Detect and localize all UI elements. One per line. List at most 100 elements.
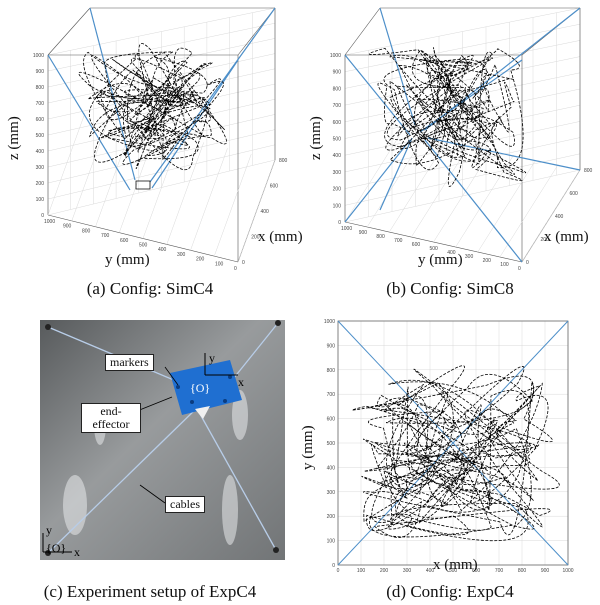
y-tick-label: 600: [120, 238, 129, 244]
marker-dot: [223, 399, 227, 403]
x-tick-label: 900: [541, 568, 550, 574]
panel-a-caption: (a) Config: SimC4: [86, 279, 214, 298]
y-tick-label: 300: [465, 254, 474, 260]
floor-grid-line: [344, 129, 404, 223]
z-tick-label: 0: [338, 220, 341, 226]
y-tick-label: 1000: [341, 226, 352, 232]
y-tick-label: 200: [327, 514, 336, 520]
y-tick-label: 100: [215, 261, 224, 267]
panel-b-zlabel: z (mm): [308, 116, 324, 160]
floor-grid-line: [411, 144, 470, 238]
cable-line: [379, 137, 413, 211]
panel-d-expc4: 0 0 100 100 200 200 300 300 400 400 500 500 600 600 70…: [300, 305, 600, 605]
y-tick-label: 300: [177, 252, 186, 258]
x-tick-label: 1000: [562, 568, 573, 574]
grid-line: [47, 114, 276, 168]
y-tick-label: 100: [500, 262, 509, 268]
z-tick-label: 600: [333, 120, 342, 126]
cable-line: [344, 54, 411, 136]
z-tick-label: 900: [36, 69, 45, 75]
panel-a-xlabel: x (mm): [258, 229, 303, 245]
end-effector-tip: [195, 406, 210, 419]
z-tick-label: 1000: [33, 53, 44, 59]
global-origin-label: {O}: [46, 541, 67, 555]
x-tick-label: 0: [242, 260, 245, 266]
grid-line: [47, 98, 276, 152]
y-tick-label: 500: [327, 441, 336, 447]
y-tick-label: 1000: [324, 319, 335, 325]
floor-grid-line: [237, 159, 276, 263]
cables-leader: [139, 484, 166, 504]
plot-frame: [337, 320, 569, 566]
x-tick-label: 600: [472, 568, 481, 574]
panel-d-ylabel: y (mm): [300, 425, 316, 470]
anchor-point: [275, 320, 281, 326]
y-tick-label: 300: [327, 490, 336, 496]
floor-grid-line: [214, 154, 252, 257]
floor-grid-line: [71, 118, 109, 221]
box-edge: [344, 7, 381, 56]
floor-grid-line: [190, 148, 228, 251]
local-y-label: y: [209, 351, 215, 365]
cable-line: [149, 7, 276, 183]
x-tick-label: 400: [426, 568, 435, 574]
x-tick-label: 800: [518, 568, 527, 574]
x-tick-label: 200: [251, 235, 260, 241]
panel-b-plot: 0100200300400500600700800900100010009008…: [330, 7, 593, 272]
x-tick-label: 200: [380, 568, 389, 574]
global-x-label: x: [74, 545, 80, 559]
x-tick-label: 100: [357, 568, 366, 574]
y-tick-label: 400: [158, 247, 167, 253]
panel-c-photo-image: [40, 320, 285, 560]
x-tick-label: 300: [403, 568, 412, 574]
panel-b-xlabel: x (mm): [544, 229, 589, 245]
z-tick-label: 100: [333, 203, 342, 209]
floor-grid-line: [499, 164, 559, 258]
floor-grid-line: [95, 124, 133, 227]
grid-line: [47, 129, 276, 184]
global-y-label: y: [46, 523, 52, 537]
z-tick-label: 700: [36, 101, 45, 107]
panel-b-caption: (b) Config: SimC8: [386, 279, 514, 298]
grid-line: [344, 104, 581, 156]
trajectory-path: [78, 43, 227, 171]
z-tick-label: 100: [36, 197, 45, 203]
floor-grid-line: [119, 130, 157, 233]
y-tick-label: 800: [82, 228, 91, 234]
marker-dot: [228, 375, 232, 379]
floor-grid-line: [477, 159, 536, 253]
cable-line: [419, 59, 523, 133]
markers-label: markers: [105, 354, 154, 371]
x-tick-label: 400: [261, 209, 270, 215]
floor-grid-line: [521, 169, 581, 263]
panel-c-photo: markers end- effector cables {O} y x {O}…: [0, 305, 300, 605]
z-tick-label: 600: [36, 117, 45, 123]
floor-grid-line: [142, 136, 181, 239]
cable-line: [47, 404, 201, 554]
cable-line: [427, 137, 581, 171]
y-tick-label: 200: [483, 258, 492, 264]
floor-grid-line: [455, 154, 514, 248]
y-tick-label: 1000: [44, 219, 55, 225]
z-tick-label: 800: [333, 86, 342, 92]
z-tick-label: 900: [333, 70, 342, 76]
panel-d-plot: 00 100 100 200 200 300 300 400 400 500 500 600 600 70…: [324, 319, 574, 574]
panel-a-ylabel: y (mm): [105, 252, 150, 268]
anchor-point: [273, 547, 279, 553]
x-tick-label: 800: [279, 158, 288, 164]
panel-b-ylabel: y (mm): [418, 252, 463, 268]
panel-d-caption: (d) Config: ExpC4: [386, 582, 514, 601]
panel-a-zlabel: z (mm): [6, 116, 22, 160]
floor-grid-line: [366, 134, 426, 228]
x-tick-label: 200: [541, 237, 550, 243]
cable-line: [337, 320, 569, 566]
panel-a-plot: 0100200300400500600700800900100010009008…: [33, 7, 288, 272]
y-tick-label: 200: [196, 257, 205, 263]
trajectory-path: [369, 47, 526, 187]
grid-line: [344, 137, 581, 189]
y-tick-label: 400: [447, 250, 456, 256]
panel-a-simc4: 0 100 200 300 400 500 600 700 800 900 1000 1000 900 8…: [0, 0, 303, 300]
z-tick-label: 700: [333, 103, 342, 109]
y-tick-label: 500: [139, 243, 148, 249]
panel-d-xlabel: x (mm): [433, 557, 478, 573]
